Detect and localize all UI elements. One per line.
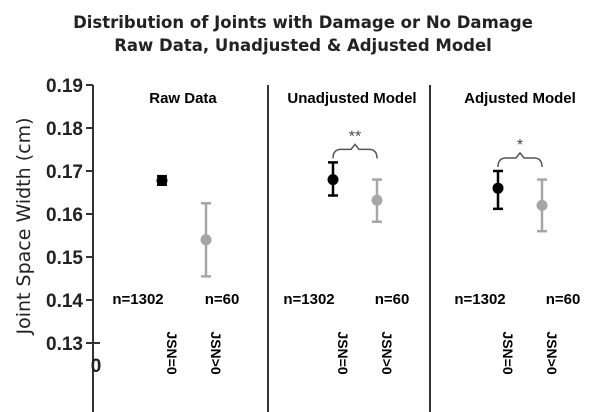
significance-marker: ** (349, 128, 361, 145)
count-label: n=60 (205, 291, 240, 308)
count-label: n=60 (546, 291, 581, 308)
category-label: JSN=0 (500, 331, 516, 374)
count-label: n=1302 (112, 291, 163, 308)
significance-marker: * (517, 137, 523, 154)
category-label: JSN=0 (335, 331, 351, 374)
y-origin-label: 0 (91, 356, 102, 377)
category-label: JSN=0 (164, 331, 180, 374)
significance-bracket (497, 151, 543, 168)
mean-point (371, 194, 383, 206)
y-tick-label: 0.19 (46, 76, 83, 97)
y-axis-ticks: 0.19 0.18 0.17 0.16 0.15 0.14 0.13 (46, 76, 100, 355)
y-tick-label: 0.18 (46, 119, 83, 140)
y-tick-label: 0.16 (46, 205, 83, 226)
y-tick-label: 0.17 (46, 162, 83, 183)
mean-point (536, 199, 548, 211)
count-label: n=60 (375, 291, 410, 308)
panel-title: Adjusted Model (464, 90, 576, 107)
category-label: JSN>0 (208, 331, 224, 374)
chart-title: Distribution of Joints with Damage or No… (73, 13, 533, 32)
significance-bracket (332, 143, 378, 159)
panel: Raw Data n=1302 JSN=0 n=60 JSN>0 (112, 90, 239, 375)
y-tick-label: 0.13 (46, 334, 83, 355)
panel: Unadjusted Model n=1302 JSN=0 n=60 JSN>0 ** (283, 90, 416, 375)
count-label: n=1302 (283, 291, 334, 308)
mean-point (492, 182, 504, 194)
panel: Adjusted Model n=1302 JSN=0 n=60 JSN>0 * (454, 90, 580, 375)
panel-title: Unadjusted Model (287, 90, 416, 107)
y-tick-label: 0.14 (46, 291, 83, 312)
mean-point (200, 234, 212, 246)
count-label: n=1302 (454, 291, 505, 308)
chart-subtitle: Raw Data, Unadjusted & Adjusted Model (114, 36, 492, 55)
category-label: JSN>0 (379, 331, 395, 374)
panel-title: Raw Data (149, 90, 217, 107)
y-axis-label: Joint Space Width (cm) (13, 118, 35, 336)
y-tick-label: 0.15 (46, 248, 83, 269)
category-label: JSN>0 (544, 331, 560, 374)
mean-point (156, 174, 168, 186)
mean-point (327, 174, 339, 186)
